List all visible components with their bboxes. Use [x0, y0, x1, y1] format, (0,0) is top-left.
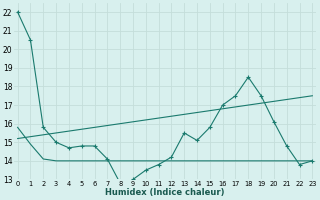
X-axis label: Humidex (Indice chaleur): Humidex (Indice chaleur): [105, 188, 225, 197]
